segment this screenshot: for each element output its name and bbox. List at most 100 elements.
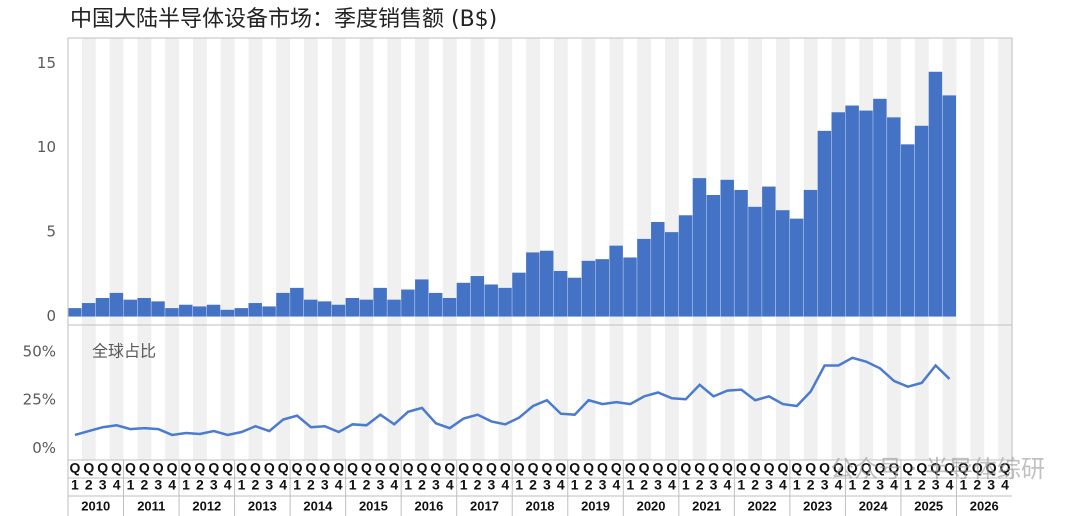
x-tick-prefix: Q [69, 460, 80, 476]
x-tick-prefix: Q [986, 460, 997, 476]
x-tick-prefix: Q [916, 460, 927, 476]
x-tick-label: 1 [737, 477, 745, 493]
x-tick-label: 2 [196, 477, 204, 493]
bar [692, 178, 707, 317]
x-tick-label: 1 [515, 477, 523, 493]
bar [498, 287, 512, 317]
stripe [304, 38, 318, 460]
x-tick-label: 4 [1001, 477, 1009, 493]
x-tick-prefix: Q [486, 460, 497, 476]
x-tick-prefix: Q [319, 460, 330, 476]
bar [845, 105, 859, 317]
x-tick-prefix: Q [278, 460, 289, 476]
bar [248, 303, 262, 317]
x-tick-prefix: Q [403, 460, 414, 476]
x-tick-label: 2 [474, 477, 482, 493]
year-label: 2010 [81, 498, 110, 513]
x-tick-label: 3 [321, 477, 329, 493]
stripe [526, 38, 540, 460]
y-tick-label: 50% [23, 343, 56, 361]
x-tick-prefix: Q [722, 460, 733, 476]
x-tick-prefix: Q [653, 460, 664, 476]
stripe [137, 38, 152, 460]
x-tick-prefix: Q [764, 460, 775, 476]
x-tick-label: 1 [682, 477, 690, 493]
year-label: 2017 [470, 498, 499, 513]
x-tick-label: 2 [862, 477, 870, 493]
x-tick-prefix: Q [333, 460, 344, 476]
bar [526, 252, 540, 317]
bar [859, 110, 873, 317]
plot-frame [67, 37, 1013, 479]
year-label: 2023 [803, 498, 832, 513]
bar [637, 238, 651, 317]
x-tick-prefix: Q [97, 460, 108, 476]
bar [553, 270, 568, 317]
bar [789, 218, 804, 317]
x-tick-prefix: Q [292, 460, 303, 476]
x-tick-label: 4 [946, 477, 954, 493]
x-tick-prefix: Q [125, 460, 136, 476]
x-tick-label: 2 [640, 477, 648, 493]
x-tick-label: 2 [140, 477, 148, 493]
bar [68, 308, 82, 317]
bar [831, 112, 845, 317]
x-tick-label: 2 [696, 477, 704, 493]
bar [581, 260, 596, 317]
bar [484, 284, 498, 317]
stripe [498, 38, 513, 460]
year-label: 2021 [692, 498, 721, 513]
x-tick-label: 3 [488, 477, 496, 493]
x-tick-label: 4 [557, 477, 565, 493]
bar [442, 297, 457, 317]
x-tick-label: 1 [848, 477, 856, 493]
x-tick-label: 4 [279, 477, 287, 493]
x-tick-label: 4 [335, 477, 343, 493]
bar [900, 144, 915, 317]
x-tick-label: 4 [224, 477, 232, 493]
stripe [442, 38, 457, 460]
stripe [470, 38, 485, 460]
bar [345, 297, 360, 317]
x-tick-prefix: Q [819, 460, 830, 476]
x-tick-prefix: Q [597, 460, 608, 476]
bar [609, 245, 623, 317]
y-tick-label: 0% [32, 439, 56, 457]
x-tick-prefix: Q [930, 460, 941, 476]
bar [373, 287, 387, 317]
x-tick-prefix: Q [194, 460, 205, 476]
bar [928, 71, 943, 317]
x-tick-prefix: Q [736, 460, 747, 476]
bar [456, 282, 471, 317]
bar [123, 299, 137, 317]
stripe [359, 38, 374, 460]
x-tick-label: 3 [987, 477, 995, 493]
x-tick-prefix: Q [347, 460, 358, 476]
x-tick-label: 2 [307, 477, 315, 493]
x-tick-label: 2 [418, 477, 426, 493]
bar [512, 272, 526, 317]
x-tick-prefix: Q [528, 460, 539, 476]
bar [415, 279, 429, 317]
bar [567, 277, 582, 317]
x-tick-prefix: Q [958, 460, 969, 476]
x-tick-label: 3 [821, 477, 829, 493]
bar [304, 299, 318, 317]
x-tick-prefix: Q [361, 460, 372, 476]
bar [81, 303, 96, 317]
x-tick-label: 4 [501, 477, 509, 493]
x-tick-prefix: Q [458, 460, 469, 476]
x-tick-prefix: Q [847, 460, 858, 476]
bar [95, 297, 110, 317]
bar [734, 189, 748, 317]
line [74, 356, 951, 437]
x-tick-label: 2 [751, 477, 759, 493]
x-tick-label: 3 [210, 477, 218, 493]
x-tick-label: 4 [890, 477, 898, 493]
x-tick-label: 4 [612, 477, 620, 493]
x-tick-label: 3 [154, 477, 162, 493]
bar [678, 215, 693, 317]
x-tick-prefix: Q [861, 460, 872, 476]
year-label: 2012 [192, 498, 221, 513]
x-tick-prefix: Q [181, 460, 192, 476]
